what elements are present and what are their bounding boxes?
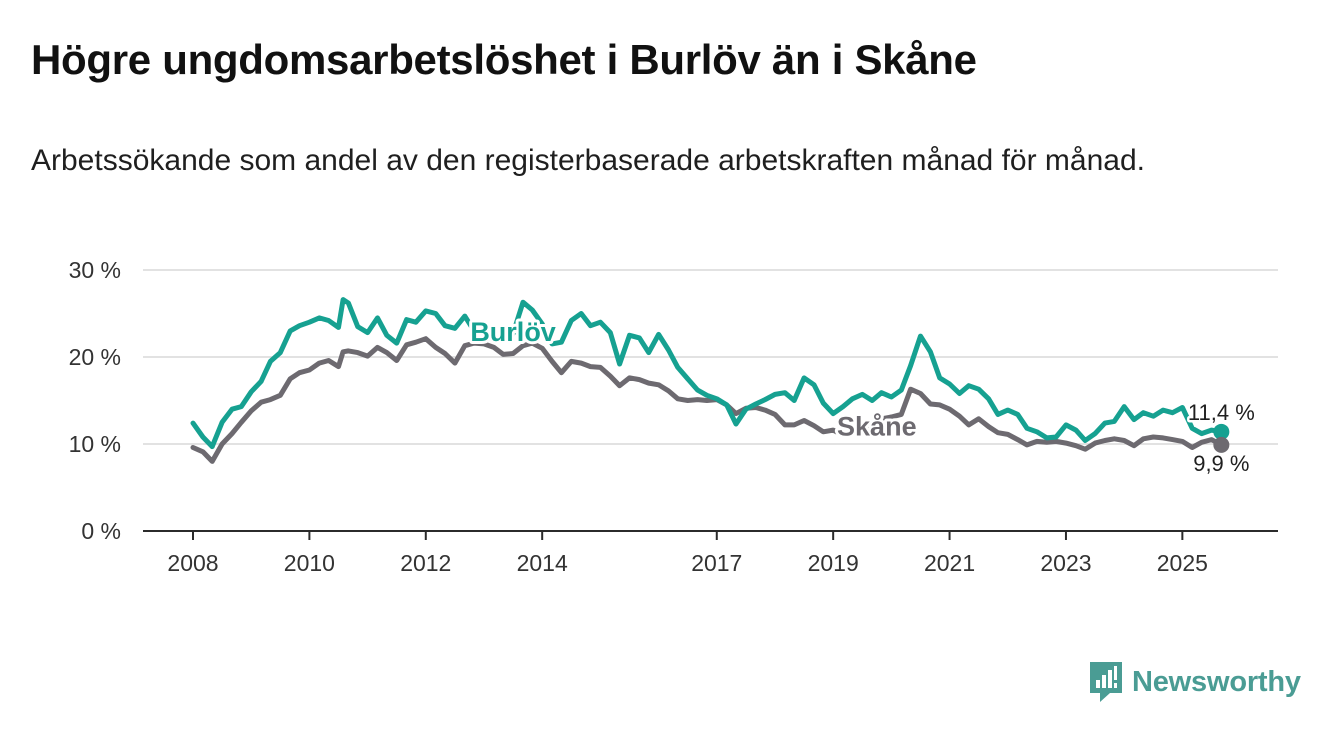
chart-subtitle: Arbetssökande som andel av den registerb…	[31, 144, 1145, 177]
newsworthy-logo-icon	[1090, 662, 1122, 702]
y-tick-label: 20 %	[69, 344, 121, 370]
end-value-label-burlöv: 11,4 %	[1188, 400, 1255, 425]
x-tick-label: 2025	[1157, 550, 1208, 576]
y-tick-label: 30 %	[69, 257, 121, 283]
x-tick-label: 2019	[808, 550, 859, 576]
x-tick-label: 2008	[167, 550, 218, 576]
x-tick-label: 2021	[924, 550, 975, 576]
newsworthy-logo: Newsworthy	[1088, 660, 1301, 704]
x-tick-label: 2012	[400, 550, 451, 576]
series-label-skåne: Skåne	[837, 412, 917, 442]
x-tick-label: 2010	[284, 550, 335, 576]
gridlines	[143, 269, 1278, 445]
series-label-burlöv: Burlöv	[470, 317, 556, 347]
series-lines	[190, 297, 1230, 464]
x-tick-label: 2023	[1040, 550, 1091, 576]
series-line-skåne	[190, 336, 1224, 464]
x-tick-label: 2014	[517, 550, 568, 576]
end-point-skåne	[1213, 436, 1230, 453]
axes: 0 % 10 % 20 % 30 % 2008 2010 2012 2014 2017 2019 2…	[69, 257, 1278, 576]
end-value-label-skåne: 9,9 %	[1193, 451, 1249, 476]
chart-title: Högre ungdomsarbetslöshet i Burlöv än i …	[31, 36, 977, 83]
x-tick-label: 2017	[691, 550, 742, 576]
y-tick-label: 10 %	[69, 431, 121, 457]
y-tick-label: 0 %	[81, 518, 121, 544]
end-point-burlöv	[1213, 423, 1230, 440]
series-line-burlöv	[190, 297, 1224, 450]
brand-name: Newsworthy	[1132, 665, 1301, 698]
series-labels: Burlöv Skåne 11,4 % 9,9 %	[467, 314, 1257, 479]
